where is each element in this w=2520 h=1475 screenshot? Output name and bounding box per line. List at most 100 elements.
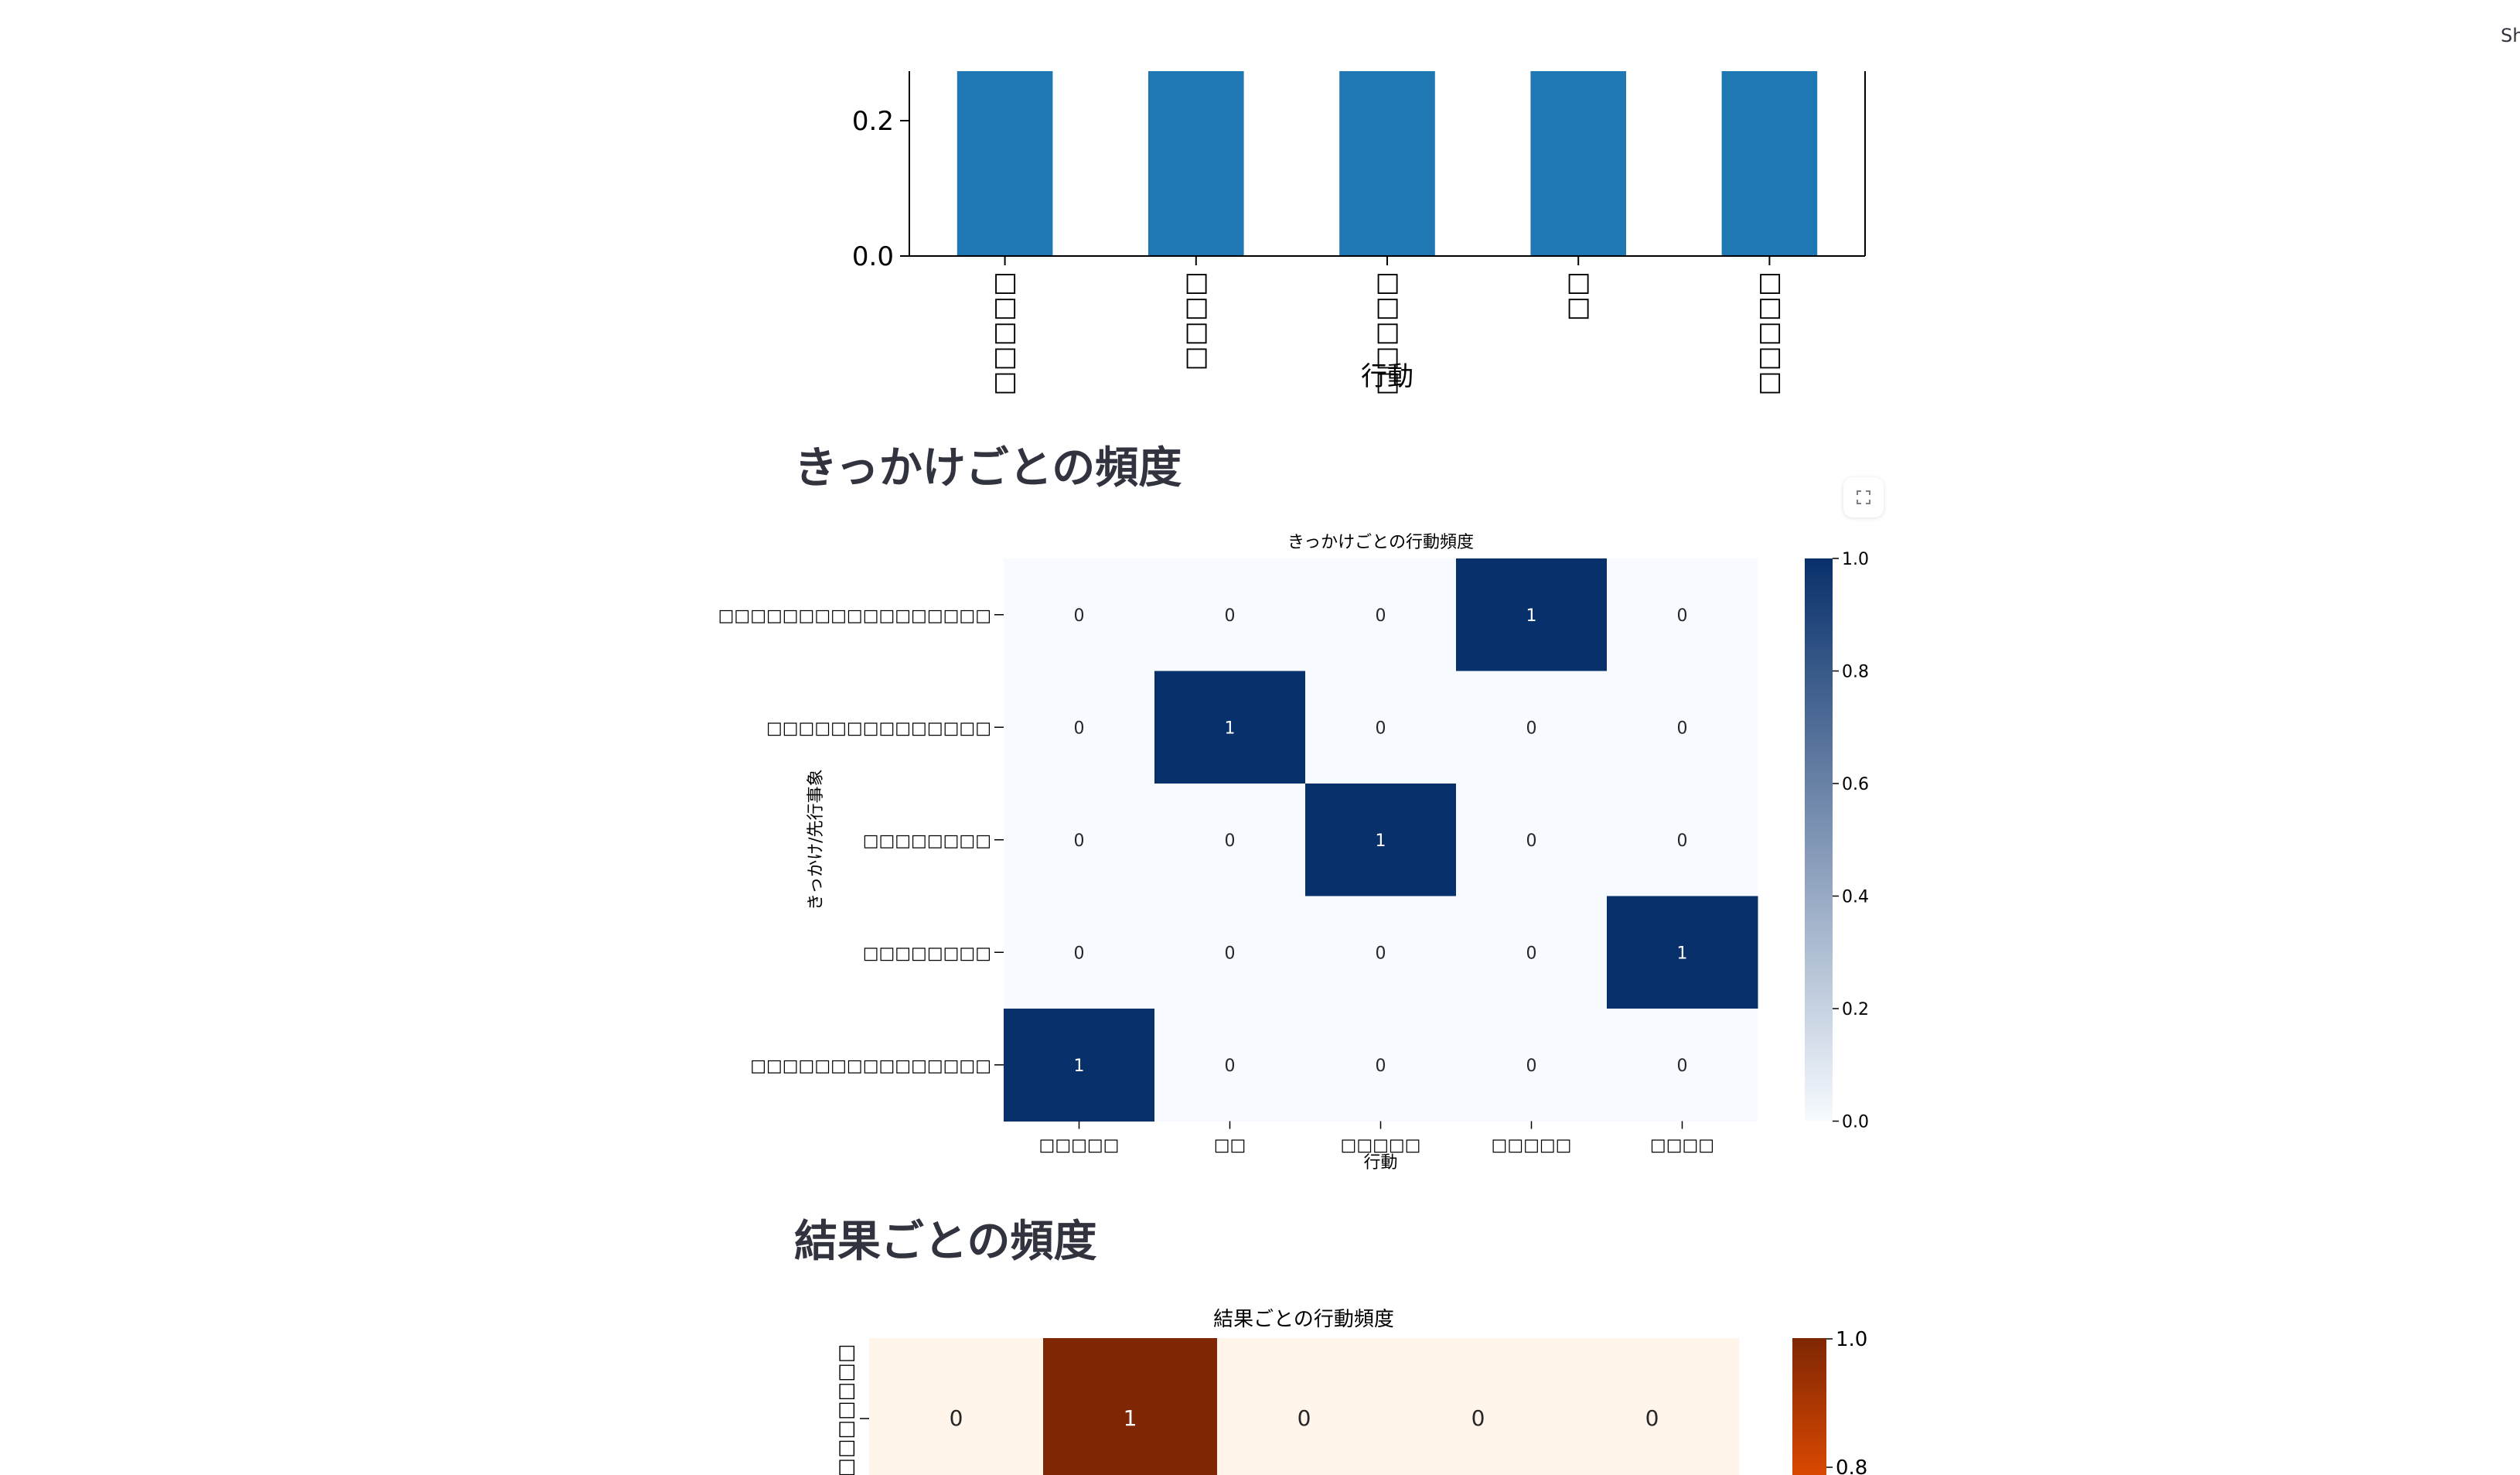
- heatmap1-cell-value: 0: [1526, 719, 1537, 738]
- heatmap1-cell-value: 0: [1677, 1057, 1688, 1076]
- heatmap1-cell: [1154, 896, 1306, 1009]
- heatmap1-cell-value: 1: [1225, 719, 1236, 738]
- heatmap2-cell: [1565, 1338, 1740, 1475]
- heatmap1-xtick-label: □□□□□: [1492, 1136, 1572, 1156]
- heatmap1-cell-value: 0: [1074, 606, 1085, 626]
- heatmap1-cell: [1456, 784, 1608, 896]
- heatmap2-cell-value: 0: [1645, 1405, 1659, 1431]
- heatmap2-cell-value: 1: [1124, 1405, 1137, 1431]
- behavior-bar-chart: 0.00.2□□□□□ □□□□ □□□□□ □□ □□□□□行動: [852, 71, 1866, 396]
- heatmap1-cell-value: 1: [1677, 944, 1688, 963]
- heatmap2-title: 結果ごとの行動頻度: [1213, 1308, 1394, 1331]
- heatmap1-cell: [1154, 784, 1306, 896]
- heatmap1-cell-value: 0: [1677, 831, 1688, 851]
- heatmap1-cell-value: 0: [1376, 719, 1386, 738]
- bar-xtick-label: □□□□: [1179, 271, 1210, 371]
- heatmap1-cell-value: 0: [1074, 831, 1085, 851]
- heatmap1-cell: [1004, 671, 1155, 784]
- heatmap1-cell: [1456, 558, 1608, 671]
- heatmap1-cell-value: 1: [1074, 1057, 1085, 1076]
- heatmap1-ytick-label: □□□□□□□□: [863, 944, 991, 963]
- heatmap1-cell: [1154, 671, 1306, 784]
- bar-xtick-label: □□: [1562, 271, 1593, 321]
- heatmap1-cell: [1004, 784, 1155, 896]
- heatmap1-colorbar-tick-label: 0.6: [1842, 775, 1869, 794]
- heatmap1-cell-value: 0: [1526, 1057, 1537, 1076]
- heatmap1-ytick-label: □□□□□□□□□□□□□□□□□: [718, 606, 991, 626]
- bar-ytick-label: 0.0: [852, 241, 894, 272]
- fullscreen-expand-icon: [1857, 490, 1870, 504]
- heatmap2-colorbar-tick-label: 1.0: [1836, 1328, 1867, 1351]
- bar: [1530, 71, 1626, 256]
- heatmap1-title: きっかけごとの行動頻度: [1287, 533, 1474, 552]
- heatmap1-cell-value: 0: [1225, 1057, 1236, 1076]
- heatmap1-cell-value: 0: [1376, 1057, 1386, 1076]
- heatmap2-colorbar: [1792, 1338, 1826, 1475]
- heatmap1-cell: [1607, 671, 1758, 784]
- bar-xtick-label: □□□□□: [1753, 271, 1784, 396]
- heatmap1-cell-value: 0: [1074, 719, 1085, 738]
- heatmap1-cell-value: 0: [1677, 606, 1688, 626]
- heatmap1-colorbar-tick-label: 0.0: [1842, 1113, 1869, 1132]
- heatmap2-cell: [1217, 1338, 1392, 1475]
- heatmap2-cell-value: 0: [1298, 1405, 1311, 1431]
- heatmap1-cell-value: 0: [1376, 944, 1386, 963]
- heatmap1-cell-value: 1: [1376, 831, 1386, 851]
- heatmap1-cell-value: 0: [1225, 944, 1236, 963]
- heatmap1-cell: [1456, 1009, 1608, 1122]
- heatmap1-ytick-label: □□□□□□□□□□□□□□: [766, 719, 991, 738]
- bar: [1148, 71, 1244, 256]
- heatmap1-cell-value: 0: [1526, 944, 1537, 963]
- heatmap1-cell: [1305, 896, 1457, 1009]
- heatmap1-cell: [1607, 784, 1758, 896]
- heatmap1-ytick-label: □□□□□□□□: [863, 831, 991, 851]
- heatmap2-cell: [869, 1338, 1044, 1475]
- heatmap1-cell: [1305, 671, 1457, 784]
- bar-ytick-label: 0.2: [852, 106, 894, 137]
- heatmap1-colorbar-tick-label: 0.2: [1842, 1000, 1869, 1019]
- fullscreen-button[interactable]: [1843, 477, 1884, 517]
- top-right-truncated-text: Sh: [2501, 25, 2520, 46]
- heatmap1-cell: [1004, 1009, 1155, 1122]
- heatmap1-colorbar: [1805, 558, 1833, 1122]
- heatmap2-cell: [1043, 1338, 1218, 1475]
- heatmap2-colorbar-tick-label: 0.8: [1836, 1456, 1867, 1475]
- heatmap1-cell: [1456, 896, 1608, 1009]
- heatmap1-cell: [1004, 896, 1155, 1009]
- heatmap1-cell: [1607, 896, 1758, 1009]
- heatmap1-cell-value: 0: [1677, 719, 1688, 738]
- trigger-frequency-heading: きっかけごとの頻度: [794, 443, 1182, 493]
- bar-xtick-label: □□□□□: [988, 271, 1019, 396]
- heatmap1-cell: [1607, 1009, 1758, 1122]
- heatmap1-colorbar-tick-label: 0.4: [1842, 888, 1869, 907]
- heatmap1-cell-value: 0: [1074, 944, 1085, 963]
- heatmap1-cell: [1004, 558, 1155, 671]
- heatmap1-ytick-label: □□□□□□□□□□□□□□□: [750, 1057, 991, 1076]
- bar: [1721, 71, 1818, 256]
- heatmap1-xtick-label: □□□□: [1650, 1136, 1714, 1156]
- heatmap1-xtick-label: □□: [1214, 1136, 1246, 1156]
- heatmap1-xlabel: 行動: [1363, 1153, 1397, 1173]
- heatmap1-ylabel: きっかけ/先行事象: [806, 769, 826, 910]
- heatmap2-cell-value: 0: [1471, 1405, 1485, 1431]
- heatmap2-cell-value: 0: [950, 1405, 963, 1431]
- heatmap1-cell: [1456, 671, 1608, 784]
- heatmap1-cell-value: 1: [1526, 606, 1537, 626]
- heatmap1-cell: [1305, 1009, 1457, 1122]
- heatmap2-ytick-label: □□□□□□□□: [834, 1344, 858, 1475]
- bar: [1339, 71, 1435, 256]
- heatmap1-cell: [1305, 558, 1457, 671]
- heatmap1-cell: [1305, 784, 1457, 896]
- heatmap1-cell-value: 0: [1225, 606, 1236, 626]
- heatmap1-cell: [1607, 558, 1758, 671]
- bar-xtick-label: □□□□□: [1371, 271, 1402, 396]
- heatmap1-cell: [1154, 1009, 1306, 1122]
- heatmap1-colorbar-tick-label: 0.8: [1842, 663, 1869, 682]
- heatmap1-cell-value: 0: [1526, 831, 1537, 851]
- heatmap1-xtick-label: □□□□□: [1039, 1136, 1120, 1156]
- bar-xlabel: 行動: [1361, 361, 1413, 392]
- heatmap1-cell-value: 0: [1376, 606, 1386, 626]
- heatmap2-cell: [1391, 1338, 1566, 1475]
